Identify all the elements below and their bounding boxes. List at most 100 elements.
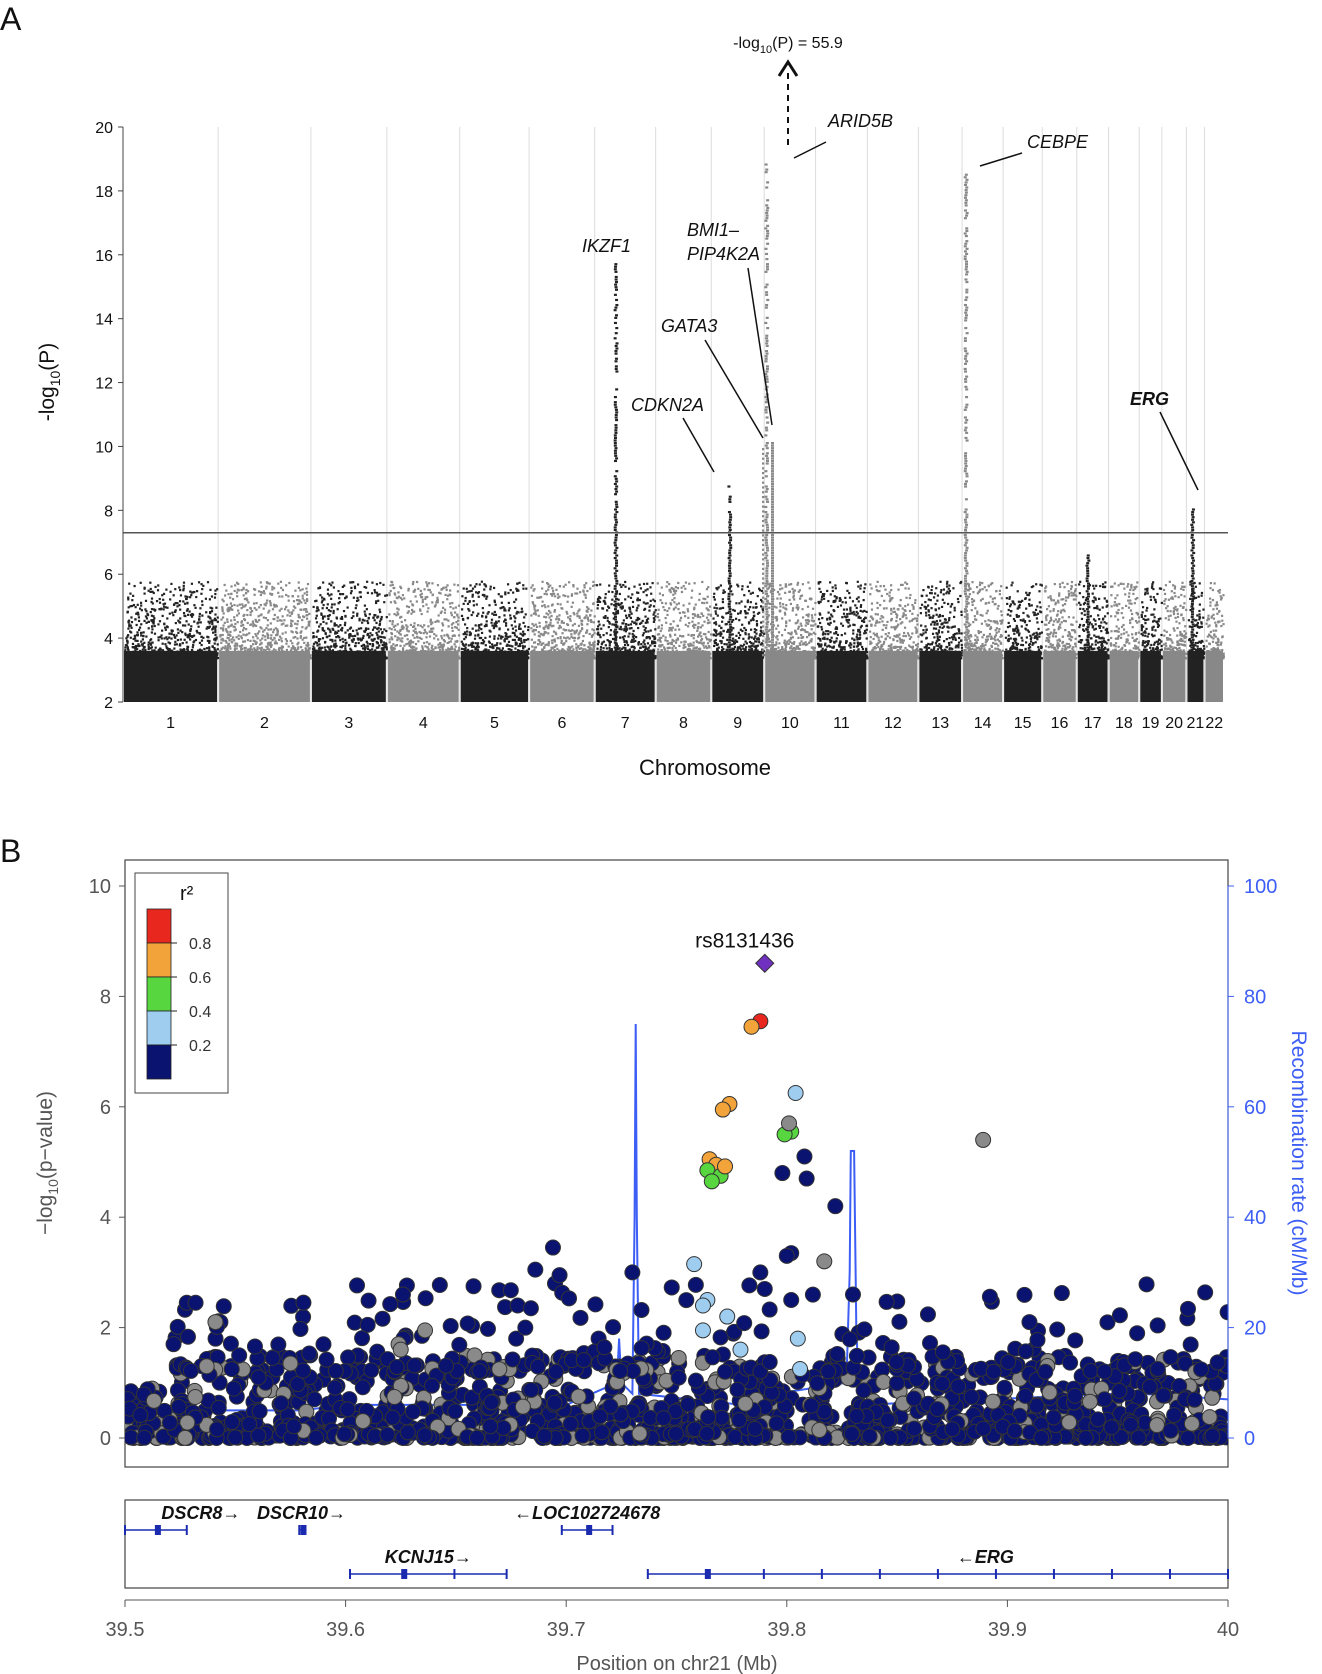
snp-point [506, 643, 509, 646]
snp-point [606, 609, 609, 612]
snp-point [339, 656, 342, 659]
snp-point [484, 649, 487, 653]
snp-point [155, 652, 159, 655]
snp-point [243, 619, 247, 622]
snp-point [344, 644, 347, 647]
snp-point [507, 640, 511, 643]
snp-point [318, 643, 321, 646]
snp-point [602, 655, 606, 658]
snp-point [522, 587, 525, 590]
snp-point [336, 631, 339, 634]
snp-point [602, 640, 606, 643]
snp-point [316, 607, 319, 610]
snp-point [318, 646, 321, 649]
snp-point [495, 625, 498, 628]
snp-point [297, 641, 300, 644]
snp-point [447, 625, 450, 628]
snp-point [553, 640, 557, 643]
snp-point [439, 611, 442, 615]
snp-point [587, 607, 590, 610]
snp-point [523, 645, 527, 648]
snp-point [543, 592, 546, 596]
snp-point [162, 653, 165, 656]
snp-point [445, 657, 448, 660]
snp-point [219, 650, 222, 654]
snp-point [504, 654, 507, 657]
snp-point [125, 654, 128, 658]
snp-point [294, 647, 297, 650]
snp-point [363, 619, 366, 622]
snp-point [522, 656, 525, 659]
snp-point [484, 651, 487, 655]
snp-point [149, 657, 153, 660]
snp-point [273, 637, 276, 640]
snp-point [280, 649, 284, 652]
snp-point [390, 628, 393, 631]
snp-point [179, 608, 182, 611]
snp-point [577, 646, 580, 649]
snp-point [437, 620, 440, 623]
snp-point [541, 600, 544, 603]
snp-point [468, 600, 471, 604]
snp-point [184, 614, 187, 618]
snp-point [277, 591, 280, 594]
snp-point [631, 605, 635, 608]
snp-point [156, 650, 159, 653]
snp-point [242, 640, 245, 643]
snp-point [547, 632, 550, 635]
snp-point [390, 632, 394, 636]
snp-point [149, 647, 152, 650]
snp-point [431, 651, 434, 654]
snp-point [134, 618, 137, 621]
snp-point [534, 646, 538, 649]
snp-point [278, 609, 281, 612]
snp-point [165, 636, 168, 639]
snp-point [379, 639, 383, 642]
snp-point [342, 609, 346, 613]
snp-point [484, 636, 487, 639]
snp-point [491, 643, 494, 646]
snp-point [564, 583, 567, 586]
snp-point [629, 650, 632, 653]
snp-point [320, 612, 323, 615]
snp-point [269, 637, 272, 640]
snp-point [189, 628, 193, 631]
snp-point [638, 617, 641, 620]
snp-point [483, 588, 486, 591]
snp-point [208, 639, 211, 643]
snp-point [263, 635, 266, 638]
snp-point [575, 647, 578, 650]
snp-point [623, 627, 626, 631]
snp-point [407, 630, 410, 633]
snp-point [598, 623, 601, 626]
snp-point [596, 656, 599, 660]
snp-point [280, 623, 283, 626]
snp-point [137, 616, 141, 619]
snp-point [258, 643, 262, 646]
snp-point [532, 612, 536, 615]
snp-point [146, 612, 149, 615]
snp-point [494, 620, 498, 623]
snp-point [450, 645, 453, 648]
snp-point [401, 649, 405, 652]
chromosome-gridlines [217, 127, 1205, 702]
snp-point [633, 585, 636, 588]
snp-point [350, 586, 353, 590]
snp-point [550, 604, 554, 607]
snp-point [640, 621, 643, 624]
snp-point [444, 652, 447, 655]
snp-point [256, 632, 260, 635]
snp-point [462, 633, 465, 636]
snp-point [245, 628, 248, 631]
snp-point [504, 650, 507, 653]
snp-point [363, 585, 366, 589]
snp-point [412, 629, 415, 632]
snp-point [196, 622, 199, 625]
snp-point [693, 626, 696, 629]
snp-point [654, 628, 657, 631]
snp-point [616, 612, 620, 615]
snp-point [570, 593, 574, 596]
peak-snp-point [614, 654, 618, 657]
peak-snp-point [615, 590, 619, 593]
snp-point [375, 646, 378, 649]
